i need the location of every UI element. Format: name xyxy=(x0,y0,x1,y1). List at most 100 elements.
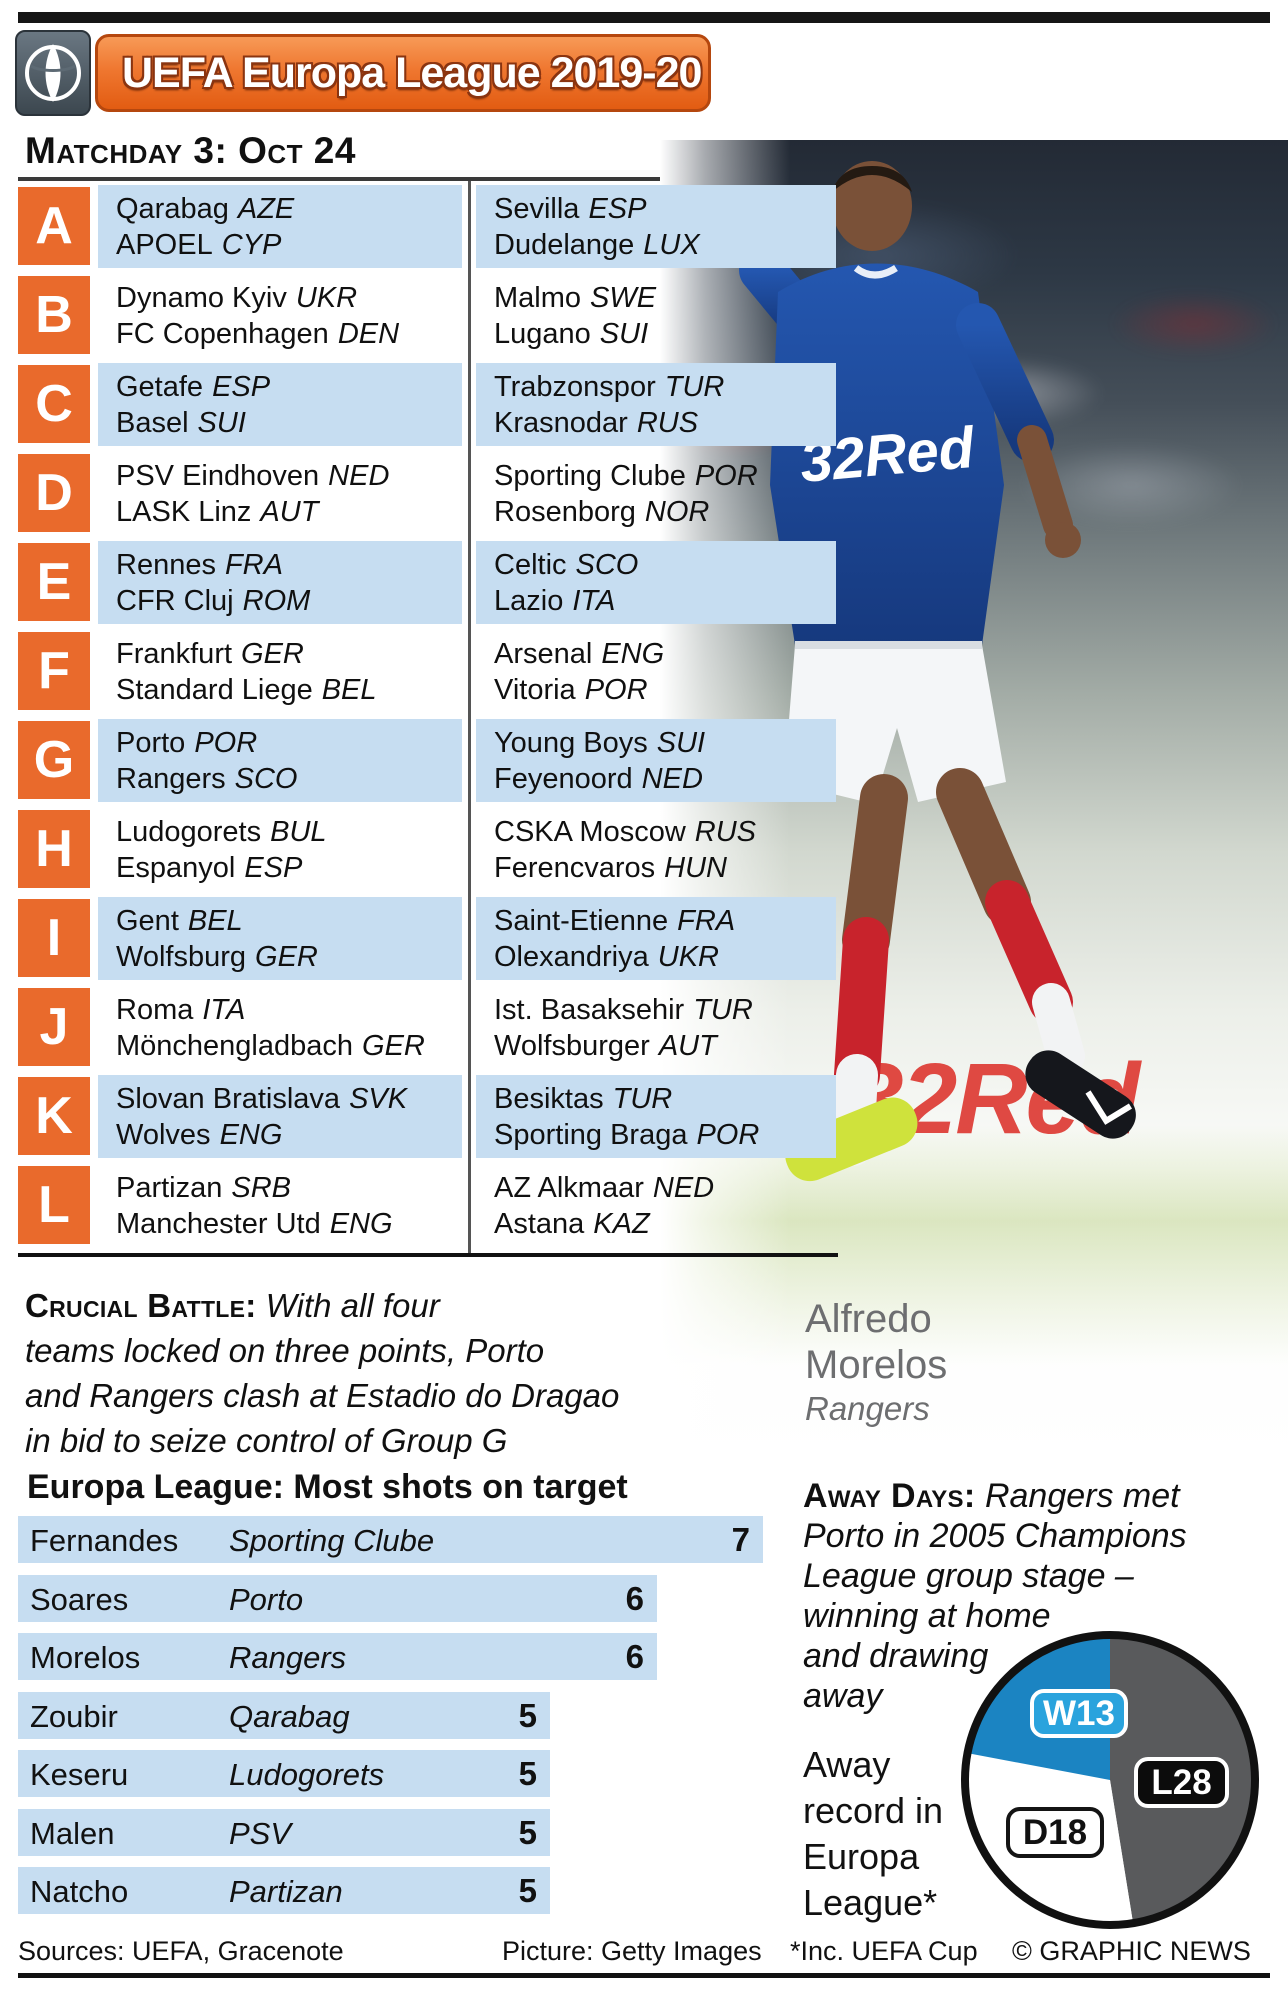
group-row-e: E Rennes FRA CFR Cluj ROM Celtic SCO Lazio I… xyxy=(0,541,1288,624)
table-bottom-rule xyxy=(18,1253,838,1257)
team-name: Arsenal xyxy=(494,638,593,670)
country-code: TUR xyxy=(664,371,725,403)
bar-row: Fernandes Sporting Clube 7 xyxy=(18,1516,763,1563)
fixture-left: Porto POR Rangers SCO xyxy=(98,719,462,802)
team-name: Malmo xyxy=(494,282,582,314)
page-title: UEFA Europa League 2019-20 xyxy=(122,48,702,97)
fixture-left: Ludogorets BUL Espanyol ESP xyxy=(98,808,462,891)
team-name: Astana xyxy=(494,1208,585,1240)
bar-value: 6 xyxy=(625,1638,644,1675)
team-name: Qarabag xyxy=(116,193,229,225)
country-code: ITA xyxy=(572,585,616,617)
bar-row: Malen PSV 5 xyxy=(18,1809,550,1856)
bar-player: Fernandes xyxy=(30,1523,179,1558)
fixture-right: Celtic SCO Lazio ITA xyxy=(476,541,836,624)
group-letter-badge: K xyxy=(18,1077,90,1155)
away-days-line: Porto in 2005 Champions xyxy=(803,1517,1187,1555)
country-code: UKR xyxy=(657,941,719,973)
bar-value: 5 xyxy=(518,1697,537,1734)
bar-club: Partizan xyxy=(229,1874,343,1909)
team-name: Celtic xyxy=(494,549,567,581)
team-name: Gent xyxy=(116,905,179,937)
pie-caption-line: Away xyxy=(803,1744,891,1785)
player-first-name: Alfredo xyxy=(805,1297,932,1341)
bar-row: Natcho Partizan 5 xyxy=(18,1867,550,1914)
column-divider xyxy=(468,181,471,1257)
group-row-i: I Gent BEL Wolfsburg GER Saint-Etienne FRA … xyxy=(0,897,1288,980)
team-name: Vitoria xyxy=(494,674,576,706)
country-code: UKR xyxy=(295,282,358,314)
team-name: Porto xyxy=(116,727,186,759)
fixture-left: Getafe ESP Basel SUI xyxy=(98,363,462,446)
team-name: Besiktas xyxy=(494,1083,604,1115)
country-code: AUT xyxy=(260,496,319,528)
crucial-battle-line: With all four xyxy=(265,1287,440,1324)
country-code: BEL xyxy=(187,905,243,937)
pie-caption-line: record in xyxy=(803,1790,944,1831)
bar-value: 5 xyxy=(518,1755,537,1792)
player-last-name: Morelos xyxy=(805,1343,948,1387)
bar-row: Zoubir Qarabag 5 xyxy=(18,1692,550,1739)
team-name: Roma xyxy=(116,994,194,1026)
matchday-heading: Matchday 3: Oct 24 xyxy=(25,130,356,171)
team-name: Standard Liege xyxy=(116,674,313,706)
team-name: PSV Eindhoven xyxy=(116,460,320,492)
team-name: Slovan Bratislava xyxy=(116,1083,341,1115)
pie-label-draws: D18 xyxy=(1006,1807,1104,1858)
footer-picture-credit: Picture: Getty Images xyxy=(502,1936,762,1966)
away-days-line: and drawing xyxy=(803,1637,989,1675)
country-code: AUT xyxy=(658,1030,717,1062)
bar-club: Ludogorets xyxy=(229,1757,385,1792)
team-name: AZ Alkmaar xyxy=(494,1172,644,1204)
pie-caption-line: Europa xyxy=(803,1836,920,1877)
fixture-right: Besiktas TUR Sporting Braga POR xyxy=(476,1075,836,1158)
fixture-left: Frankfurt GER Standard Liege BEL xyxy=(98,630,462,713)
bar-row: Morelos Rangers 6 xyxy=(18,1633,657,1680)
group-row-a: A Qarabag AZE APOEL CYP Sevilla ESP Dudelan… xyxy=(0,185,1288,268)
team-name: Trabzonspor xyxy=(494,371,656,403)
fixture-right: CSKA Moscow RUS Ferencvaros HUN xyxy=(476,808,836,891)
country-code: SCO xyxy=(575,549,639,581)
group-letter-badge: G xyxy=(18,721,90,799)
away-days-line: Rangers met xyxy=(984,1477,1180,1515)
fixture-left: PSV Eindhoven NED LASK Linz AUT xyxy=(98,452,462,535)
fixture-right: Sevilla ESP Dudelange LUX xyxy=(476,185,836,268)
country-code: NOR xyxy=(644,496,710,528)
group-letter-badge: C xyxy=(18,365,90,443)
group-letter-badge: B xyxy=(18,276,90,354)
footer-note: *Inc. UEFA Cup xyxy=(790,1936,978,1966)
team-name: Dudelange xyxy=(494,229,635,261)
bar-value: 7 xyxy=(731,1521,750,1558)
country-code: SUI xyxy=(599,318,649,350)
country-code: SUI xyxy=(197,407,246,439)
team-name: Partizan xyxy=(116,1172,223,1204)
group-row-b: B Dynamo Kyiv UKR FC Copenhagen DEN Malmo S… xyxy=(0,274,1288,357)
group-letter-badge: E xyxy=(18,543,90,621)
fixture-left: Slovan Bratislava SVK Wolves ENG xyxy=(98,1075,462,1158)
country-code: GER xyxy=(241,638,304,670)
team-name: APOEL xyxy=(116,229,213,261)
team-name: Sporting Braga xyxy=(494,1119,688,1151)
fixture-right: Arsenal ENG Vitoria POR xyxy=(476,630,836,713)
pie-outline xyxy=(961,1631,1259,1929)
country-code: KAZ xyxy=(593,1208,650,1240)
country-code: ENG xyxy=(219,1119,283,1151)
bar-value: 5 xyxy=(518,1872,537,1909)
bar-value: 6 xyxy=(625,1580,644,1617)
bar-player: Malen xyxy=(30,1816,115,1851)
fixture-right: Sporting Clube POR Rosenborg NOR xyxy=(476,452,836,535)
country-code: TUR xyxy=(612,1083,673,1115)
country-code: HUN xyxy=(664,852,728,884)
team-name: Rennes xyxy=(116,549,216,581)
group-letter-badge: H xyxy=(18,810,90,888)
country-code: DEN xyxy=(337,318,400,350)
country-code: NED xyxy=(328,460,390,492)
fixture-right: Young Boys SUI Feyenoord NED xyxy=(476,719,836,802)
team-name: Sevilla xyxy=(494,193,580,225)
team-name: Mönchengladbach xyxy=(116,1030,354,1062)
fixture-right: Saint-Etienne FRA Olexandriya UKR xyxy=(476,897,836,980)
bar-row: Soares Porto 6 xyxy=(18,1575,657,1622)
country-code: POR xyxy=(696,1119,760,1151)
crucial-battle-line: in bid to seize control of Group G xyxy=(25,1422,508,1459)
team-name: Wolfsburger xyxy=(494,1030,650,1062)
